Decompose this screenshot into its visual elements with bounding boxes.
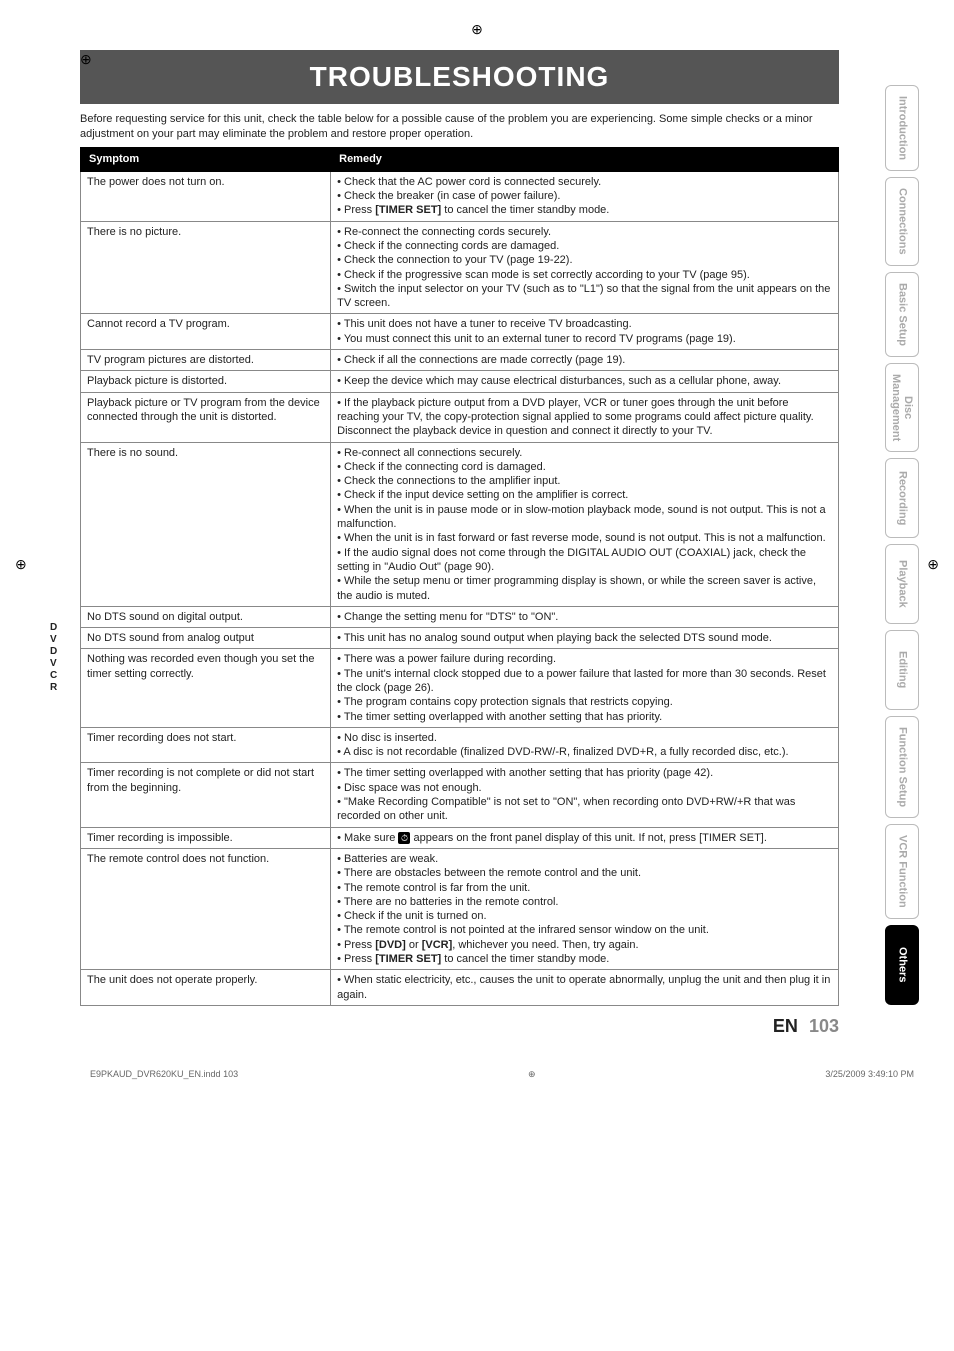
symptom-cell: Timer recording does not start. [81, 727, 331, 763]
tab-disc-management[interactable]: DiscManagement [885, 363, 919, 452]
symptom-cell: No DTS sound from analog output [81, 628, 331, 649]
remedy-cell: • Re-connect all connections securely.• … [331, 442, 839, 606]
footer-center: ⊕ [528, 1068, 536, 1080]
remedy-cell: • There was a power failure during recor… [331, 649, 839, 727]
tab-function-setup[interactable]: Function Setup [885, 716, 919, 818]
tab-connections[interactable]: Connections [885, 177, 919, 266]
table-row: Cannot record a TV program.• This unit d… [81, 314, 839, 350]
remedy-cell: • Check if all the connections are made … [331, 350, 839, 371]
table-row: Timer recording is impossible.• Make sur… [81, 827, 839, 848]
table-row: The remote control does not function.• B… [81, 848, 839, 969]
intro-text: Before requesting service for this unit,… [80, 112, 839, 142]
symptom-cell: The remote control does not function. [81, 848, 331, 969]
remedy-cell: • Batteries are weak.• There are obstacl… [331, 848, 839, 969]
remedy-cell: • This unit has no analog sound output w… [331, 628, 839, 649]
tab-editing[interactable]: Editing [885, 630, 919, 710]
side-letters: D V D V C R [50, 622, 57, 694]
remedy-cell: • When static electricity, etc., causes … [331, 970, 839, 1006]
table-row: Timer recording does not start.• No disc… [81, 727, 839, 763]
tab-vcr-function[interactable]: VCR Function [885, 824, 919, 919]
footer: E9PKAUD_DVR620KU_EN.indd 103 ⊕ 3/25/2009… [80, 1068, 924, 1080]
clock-icon: ⏱ [398, 832, 410, 844]
table-row: There is no sound.• Re-connect all conne… [81, 442, 839, 606]
symptom-cell: Playback picture or TV program from the … [81, 392, 331, 442]
table-row: Playback picture is distorted.• Keep the… [81, 371, 839, 392]
tab-playback[interactable]: Playback [885, 544, 919, 624]
symptom-cell: Timer recording is not complete or did n… [81, 763, 331, 827]
tab-recording[interactable]: Recording [885, 458, 919, 538]
header-remedy: Remedy [331, 148, 839, 171]
table-row: Nothing was recorded even though you set… [81, 649, 839, 727]
remedy-cell: • The timer setting overlapped with anot… [331, 763, 839, 827]
remedy-cell: • Re-connect the connecting cords secure… [331, 221, 839, 314]
table-row: Timer recording is not complete or did n… [81, 763, 839, 827]
remedy-cell: • If the playback picture output from a … [331, 392, 839, 442]
table-row: The unit does not operate properly.• Whe… [81, 970, 839, 1006]
symptom-cell: Nothing was recorded even though you set… [81, 649, 331, 727]
symptom-cell: There is no sound. [81, 442, 331, 606]
remedy-cell: • Keep the device which may cause electr… [331, 371, 839, 392]
table-row: Playback picture or TV program from the … [81, 392, 839, 442]
remedy-cell: • Make sure ⏱ appears on the front panel… [331, 827, 839, 848]
remedy-cell: • Check that the AC power cord is connec… [331, 171, 839, 221]
footer-left: E9PKAUD_DVR620KU_EN.indd 103 [90, 1068, 238, 1080]
table-row: No DTS sound from analog output• This un… [81, 628, 839, 649]
symptom-cell: Playback picture is distorted. [81, 371, 331, 392]
tab-basic-setup[interactable]: Basic Setup [885, 272, 919, 357]
symptom-cell: The unit does not operate properly. [81, 970, 331, 1006]
symptom-cell: Cannot record a TV program. [81, 314, 331, 350]
remedy-cell: • No disc is inserted.• A disc is not re… [331, 727, 839, 763]
symptom-cell: Timer recording is impossible. [81, 827, 331, 848]
footer-right: 3/25/2009 3:49:10 PM [825, 1068, 914, 1080]
table-row: TV program pictures are distorted.• Chec… [81, 350, 839, 371]
symptom-cell: The power does not turn on. [81, 171, 331, 221]
remedy-cell: • Change the setting menu for "DTS" to "… [331, 606, 839, 627]
table-row: No DTS sound on digital output.• Change … [81, 606, 839, 627]
symptom-cell: There is no picture. [81, 221, 331, 314]
page-title: TROUBLESHOOTING [80, 50, 839, 104]
symptom-cell: No DTS sound on digital output. [81, 606, 331, 627]
table-row: The power does not turn on.• Check that … [81, 171, 839, 221]
remedy-cell: • This unit does not have a tuner to rec… [331, 314, 839, 350]
table-row: There is no picture.• Re-connect the con… [81, 221, 839, 314]
troubleshooting-table: Symptom Remedy The power does not turn o… [80, 147, 839, 1005]
header-symptom: Symptom [81, 148, 331, 171]
tab-others[interactable]: Others [885, 925, 919, 1005]
symptom-cell: TV program pictures are distorted. [81, 350, 331, 371]
page-number: EN 103 [80, 1014, 839, 1038]
tab-introduction[interactable]: Introduction [885, 85, 919, 171]
side-tabs: Introduction Connections Basic Setup DiscMa… [885, 85, 919, 1005]
